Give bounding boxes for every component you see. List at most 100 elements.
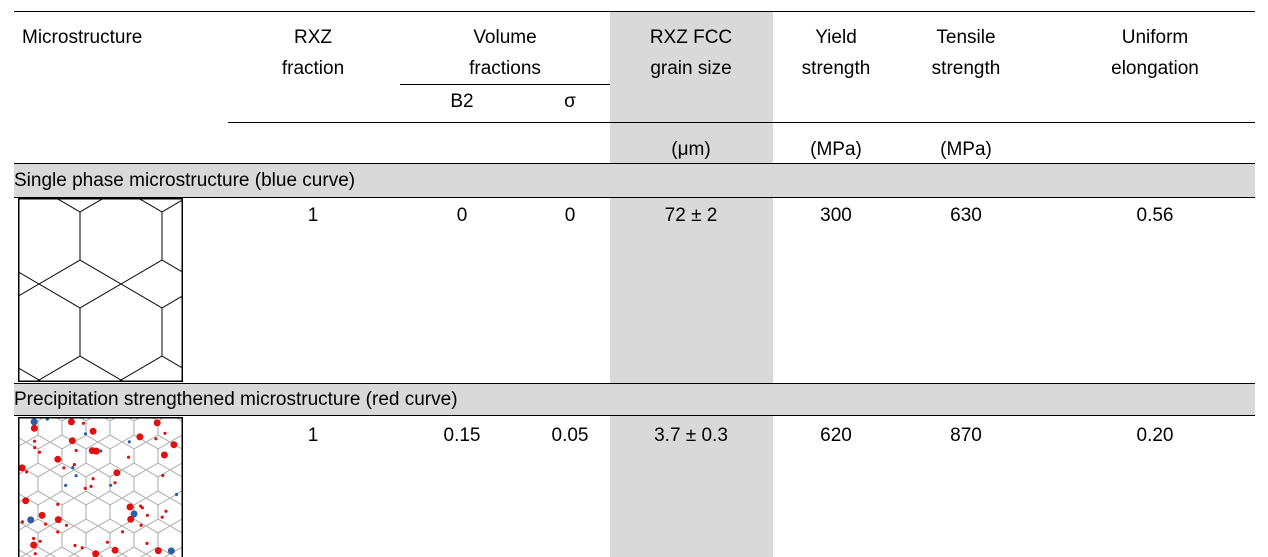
section-title: Single phase microstructure (blue curve) <box>14 165 355 196</box>
precipitate-dot <box>31 418 38 425</box>
cell: 1 <box>263 420 363 451</box>
precipitate-dot <box>109 484 112 487</box>
unit-cell: (MPa) <box>781 134 891 165</box>
precipitate-dot <box>19 464 26 471</box>
single-phase-image <box>18 198 183 382</box>
precipitate-dot <box>112 547 119 554</box>
precipitate-dot <box>55 516 62 523</box>
precipitate-dot <box>93 448 100 455</box>
precipitate-dot <box>73 544 76 547</box>
precipitate-dot <box>127 456 130 459</box>
precipitate-dot <box>33 446 36 449</box>
cell: 0.15 <box>412 420 512 451</box>
precipitate-dot <box>131 510 138 517</box>
precipitate-dot <box>73 463 76 466</box>
page: Microstructure RXZ fraction Volume fract… <box>0 0 1268 557</box>
rule <box>400 84 610 85</box>
precipitate-dot <box>81 546 84 549</box>
precipitate-dot <box>113 469 120 476</box>
rule <box>14 415 1255 416</box>
rule <box>14 197 1255 198</box>
precipitate-dot <box>128 440 131 443</box>
rule <box>228 122 1255 123</box>
precipitate-dot <box>31 425 38 432</box>
precipitate-dot <box>54 456 61 463</box>
precipitate-dot <box>32 537 35 540</box>
precipitate-dot <box>84 487 87 490</box>
precipitate-dot <box>90 428 97 435</box>
header-cell: Volume fractions <box>455 22 555 84</box>
precipitate-dot <box>170 441 177 448</box>
cell: 3.7 ± 0.3 <box>635 420 747 451</box>
precipitate-dot <box>71 466 74 469</box>
precipitate-dot <box>121 530 124 533</box>
precipitate-dot <box>92 477 95 480</box>
header-cell: RXZ fraction <box>263 22 363 84</box>
precipitate-dot <box>38 451 41 454</box>
precipitate-dot <box>25 470 28 473</box>
header-cell: Yield strength <box>781 22 891 84</box>
unit-cell: (μm) <box>635 134 747 165</box>
header-cell: Uniform elongation <box>1095 22 1215 84</box>
precipitate-dot <box>69 437 76 444</box>
precipitate-dot <box>139 505 142 508</box>
precipitate-dot <box>90 485 93 488</box>
precipitate-dot <box>136 433 143 440</box>
rule <box>14 11 1255 12</box>
cell: 0 <box>540 200 600 231</box>
precipitate-dot <box>163 432 166 435</box>
grain-size-column-bg <box>610 12 773 557</box>
cell: 0.05 <box>540 420 600 451</box>
precipitate-dot <box>175 493 178 496</box>
header-cell: Tensile strength <box>911 22 1021 84</box>
precipitate-dot <box>113 481 116 484</box>
precipitate-dot <box>161 516 164 519</box>
section-title: Precipitation strengthened microstructur… <box>14 384 458 415</box>
precipitate-dot <box>146 514 149 517</box>
cell: 0.20 <box>1095 420 1215 451</box>
precipitate-dot <box>145 542 148 545</box>
precipitate-dot <box>92 550 99 557</box>
cell: 0 <box>412 200 512 231</box>
precipitate-dot <box>84 432 87 435</box>
precipitate-dot <box>164 510 167 513</box>
precipitate-dot <box>64 484 67 487</box>
subheader-cell: B2 <box>412 86 512 117</box>
precipitate-dot <box>34 552 37 555</box>
precipitate-dot <box>127 504 134 511</box>
precipitate-dot <box>27 516 34 523</box>
cell: 870 <box>911 420 1021 451</box>
header-cell: Microstructure <box>22 22 142 53</box>
cell: 0.56 <box>1095 200 1215 231</box>
cell: 620 <box>781 420 891 451</box>
precipitate-dot <box>33 440 36 443</box>
cell: 630 <box>911 200 1021 231</box>
precipitate-dot <box>65 524 68 527</box>
unit-cell: (MPa) <box>911 134 1021 165</box>
precipitate-dot <box>75 449 78 452</box>
cell: 72 ± 2 <box>635 200 747 231</box>
cell: 1 <box>263 200 363 231</box>
precipitate-dot <box>30 542 37 549</box>
precipitate-dot <box>155 547 162 554</box>
precipitate-dot <box>168 547 175 554</box>
precipitate-dot <box>56 530 59 533</box>
header-cell: RXZ FCC grain size <box>635 22 747 84</box>
precipitate-dot <box>154 419 161 426</box>
precipitate-dot <box>39 512 46 519</box>
precipitate-dot <box>140 524 143 527</box>
precipitate-dot <box>62 466 65 469</box>
precipitate-dot <box>106 541 109 544</box>
precipitate-dot <box>75 474 78 477</box>
precipitation-image <box>18 417 183 557</box>
cell: 300 <box>781 200 891 231</box>
precipitate-dot <box>68 418 75 425</box>
precipitate-dot <box>56 503 59 506</box>
precipitate-dot <box>161 474 164 477</box>
precipitate-dot <box>154 437 157 440</box>
precipitate-dot <box>21 520 24 523</box>
precipitate-dot <box>161 452 168 459</box>
precipitate-dot <box>82 422 85 425</box>
subheader-cell: σ <box>540 86 600 117</box>
precipitate-dot <box>44 523 47 526</box>
